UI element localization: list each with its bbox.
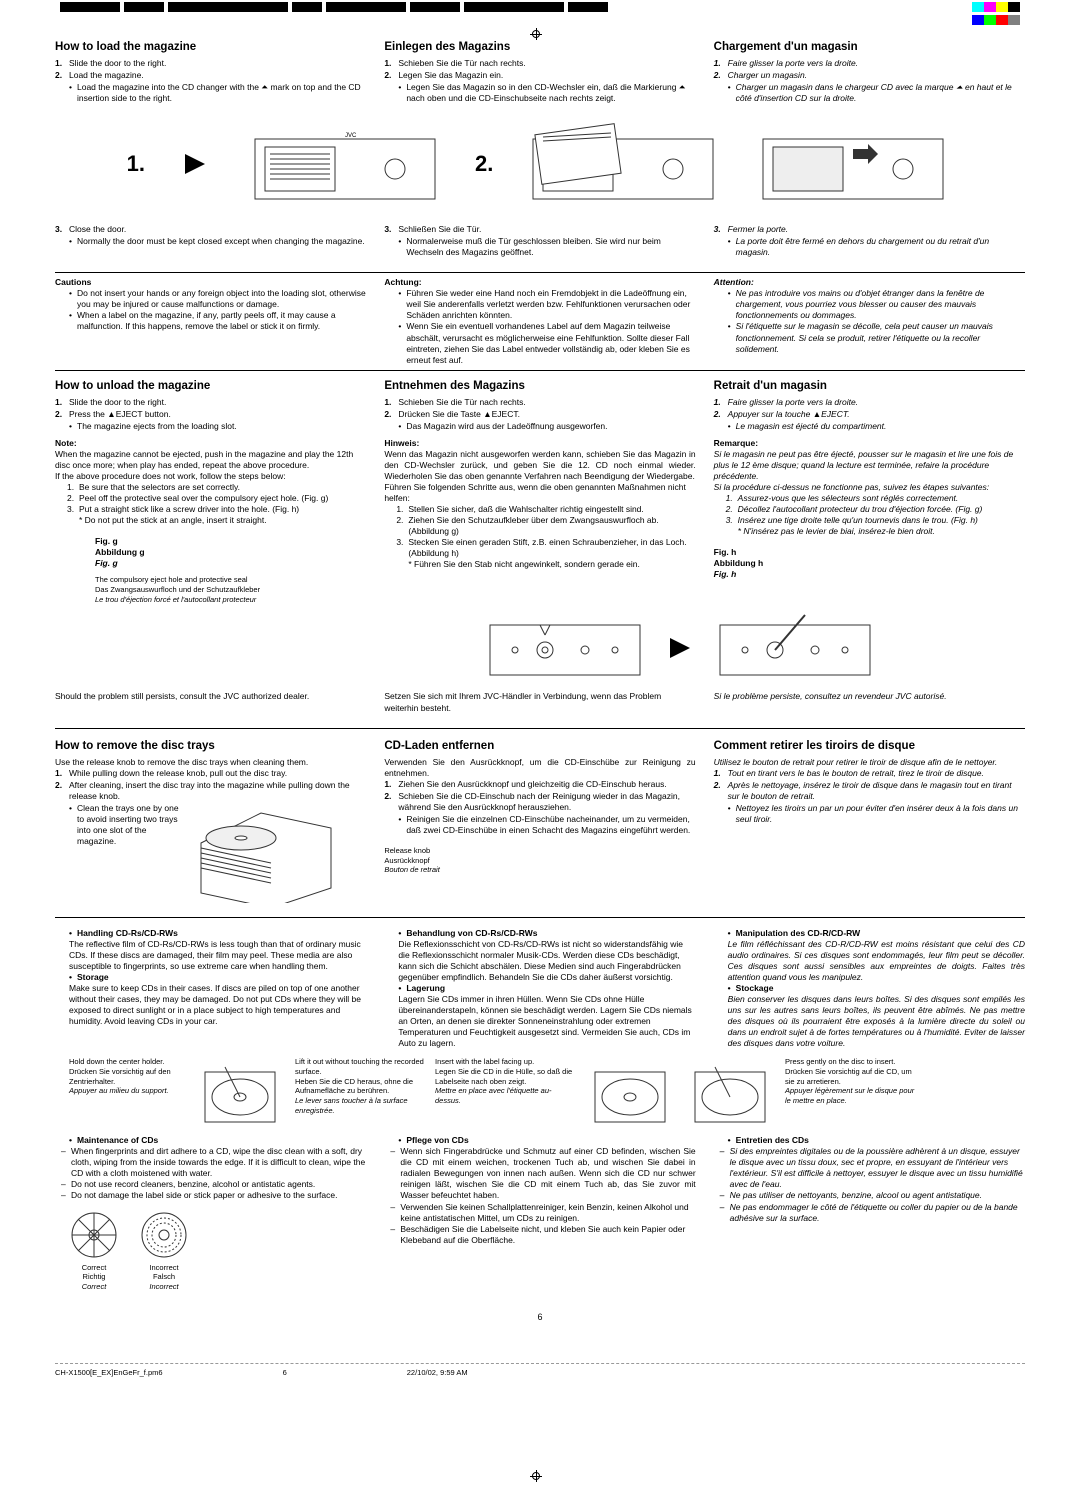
incorrect-disc-icon xyxy=(139,1210,189,1260)
registration-marks xyxy=(60,2,612,15)
load-en-title: How to load the magazine xyxy=(55,40,366,55)
footer: CH-X1500[E_EX]EnGeFr_f.pm6 6 22/10/02, 9… xyxy=(55,1363,1025,1378)
load-fr: Chargement d'un magasin 1.Faire glisser … xyxy=(714,40,1025,104)
page-number: 6 xyxy=(55,1312,1025,1324)
load-de: Einlegen des Magazins 1.Schieben Sie die… xyxy=(384,40,695,104)
eject-icon: ▲ xyxy=(107,409,115,419)
magazine-diagram xyxy=(191,803,341,903)
eject-icon: ▲ xyxy=(813,409,821,419)
load-de-title: Einlegen des Magazins xyxy=(384,40,695,55)
arrow-icon xyxy=(670,638,690,658)
changer-diagram-1: JVC xyxy=(245,119,445,209)
arrow-icon xyxy=(185,154,205,174)
svg-text:JVC: JVC xyxy=(345,133,357,139)
cautions-box: Cautions Do not insert your hands or any… xyxy=(55,272,1025,370)
eject-diagram xyxy=(335,610,1025,685)
changer-diagram-2 xyxy=(523,119,723,209)
load-fr-title: Chargement d'un magasin xyxy=(714,40,1025,55)
eject-icon: ▲ xyxy=(483,409,491,419)
cd-storage-diagram: Hold down the center holder. Drücken Sie… xyxy=(55,1057,1025,1127)
changer-diagram-3 xyxy=(753,119,953,209)
correct-disc-icon xyxy=(69,1210,119,1260)
load-diagram: 1. JVC 2. xyxy=(55,114,1025,214)
load-en: How to load the magazine 1.Slide the doo… xyxy=(55,40,366,104)
color-bars xyxy=(972,2,1020,28)
